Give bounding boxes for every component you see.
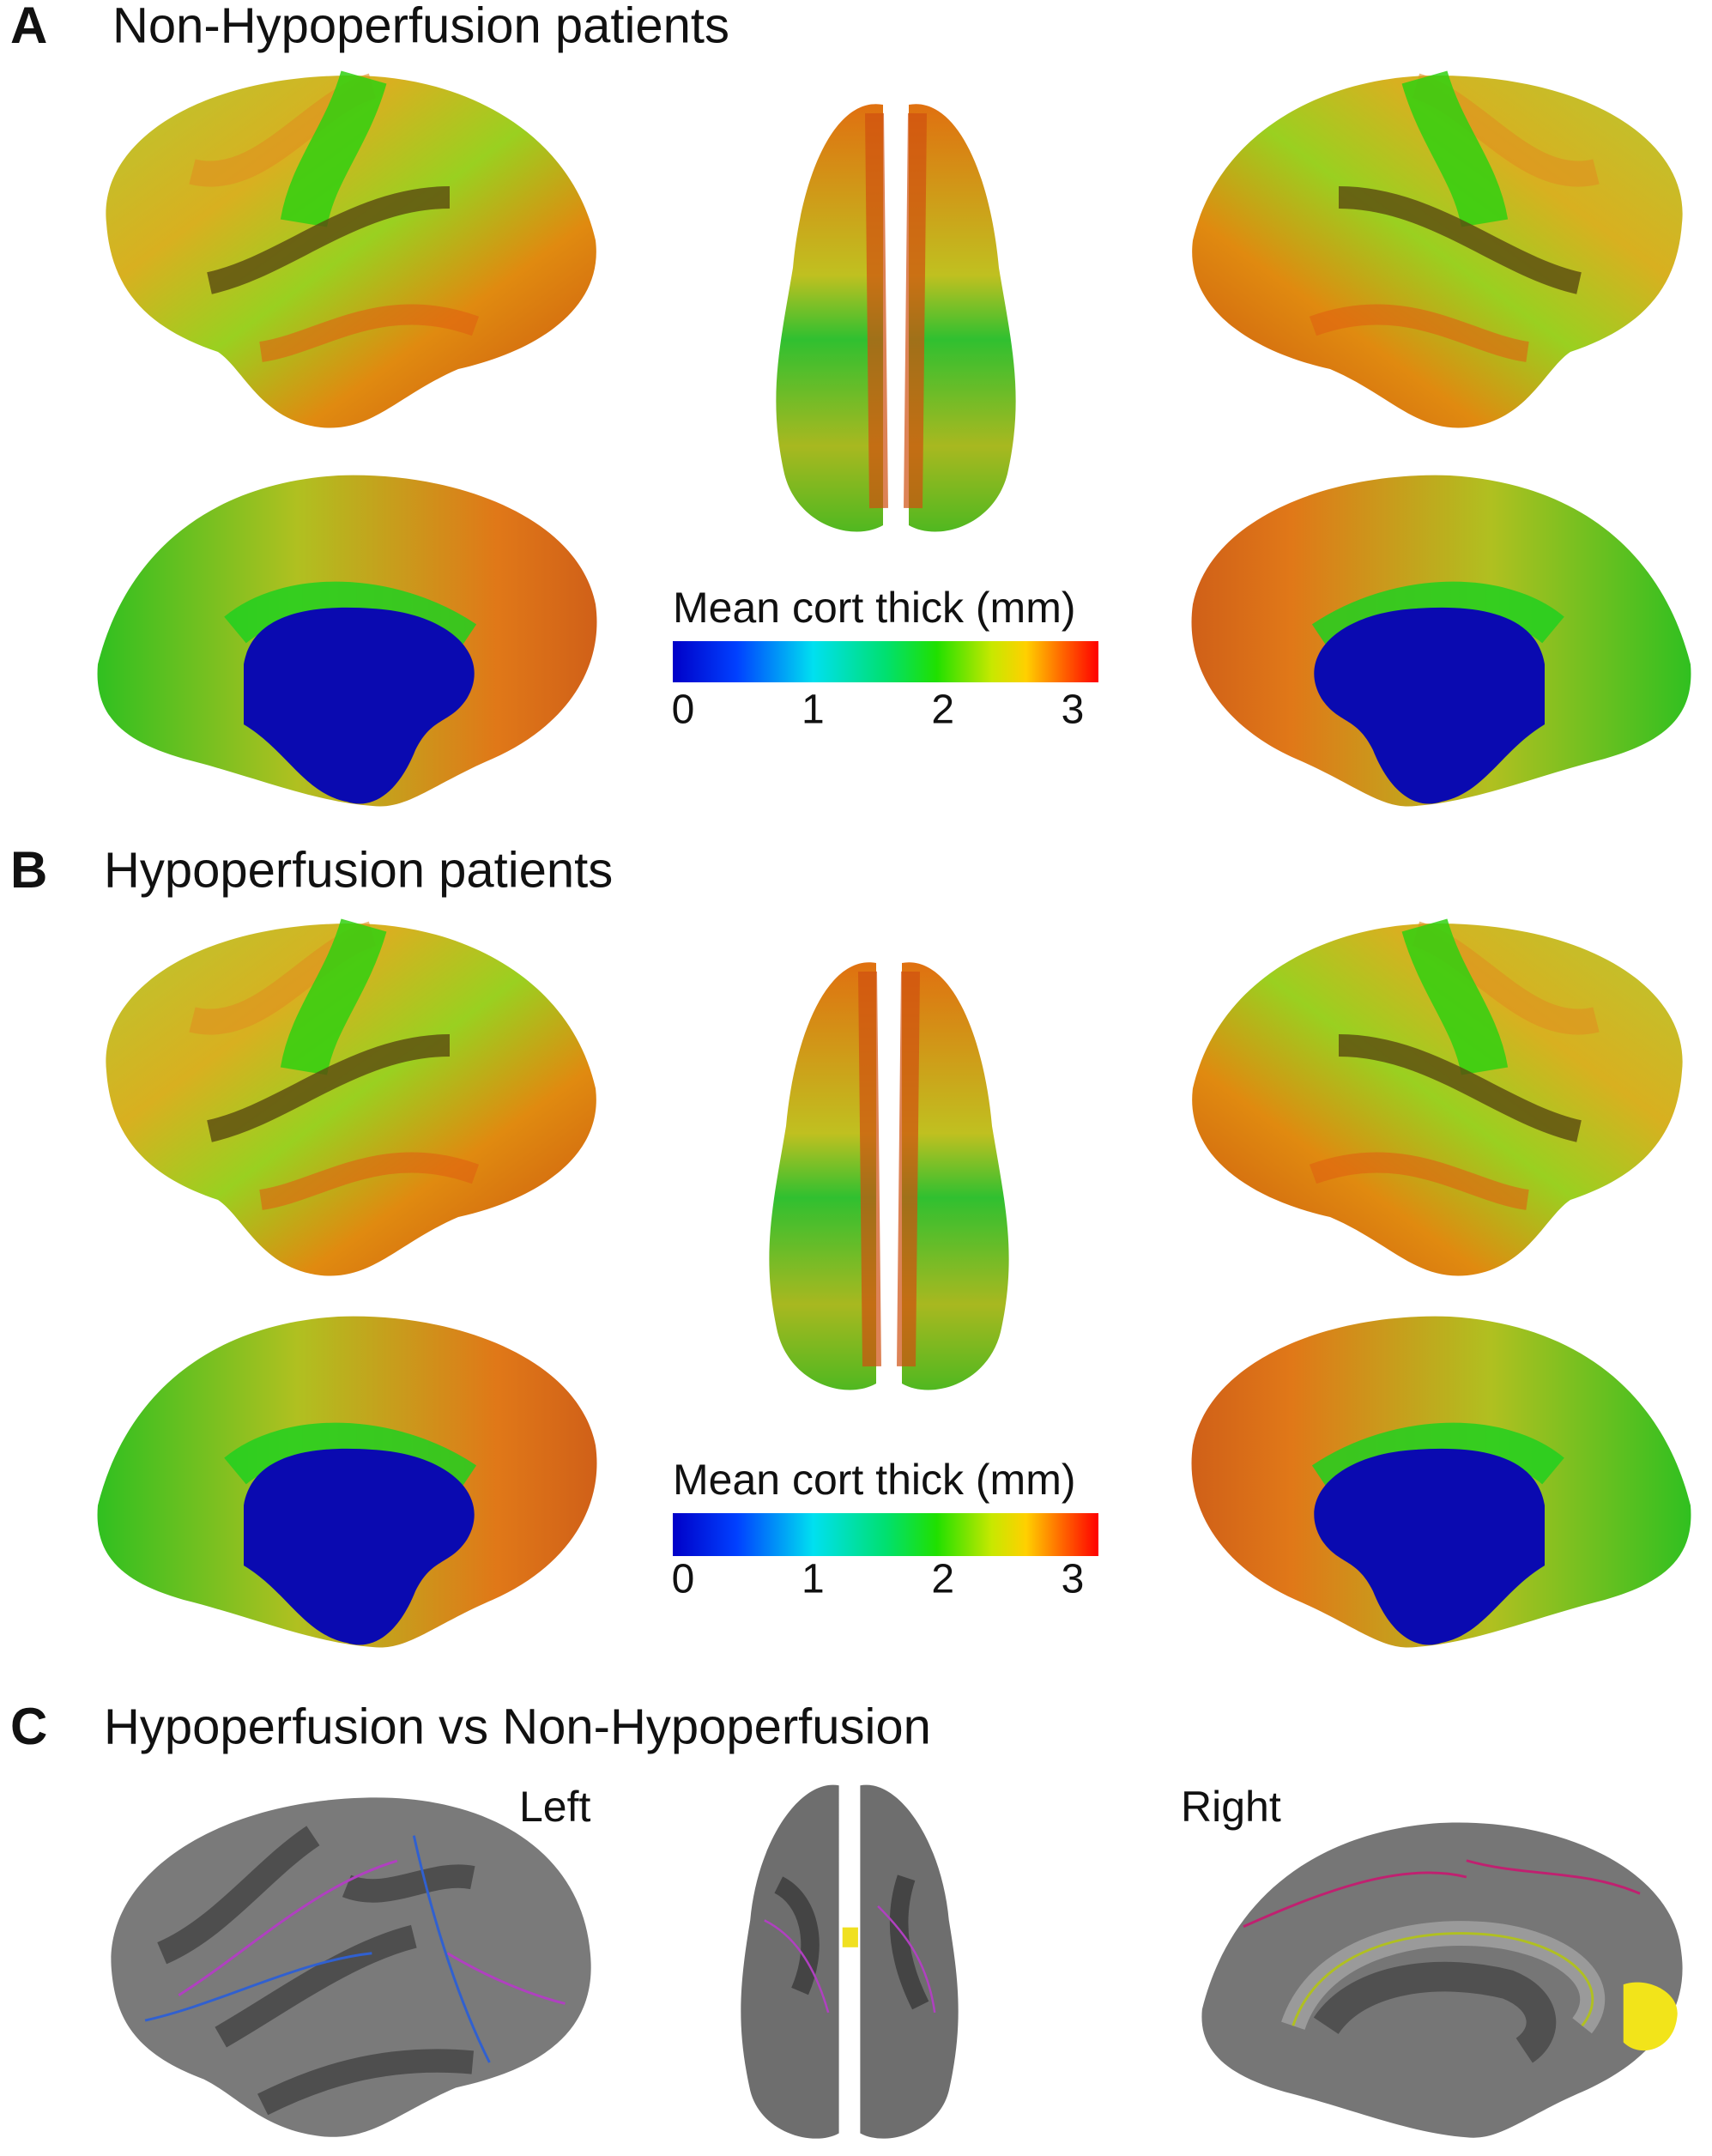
- colorbar-tick-label: 0: [672, 687, 695, 733]
- brain-medial-right: [1192, 475, 1691, 807]
- colorbar-tick-label: 1: [802, 1557, 825, 1602]
- brain-lateral-right: [1192, 76, 1682, 428]
- panel-title: Hypoperfusion vs Non-Hypoperfusion: [104, 1699, 931, 1754]
- brain-medial-left: [98, 1317, 597, 1648]
- colorbar-tick-label: 2: [931, 687, 954, 733]
- brain-inflated-medial-right: [1201, 1822, 1682, 2137]
- panel-title: Hypoperfusion patients: [104, 842, 613, 898]
- brain-dorsal: [776, 104, 1015, 531]
- colorbar-tick-label: 3: [1062, 687, 1085, 733]
- colorbar-title: Mean cort thick (mm): [673, 1456, 1076, 1504]
- brain-dorsal: [769, 962, 1008, 1390]
- panel-label: C: [10, 1698, 47, 1755]
- panel-title: Non-Hypoperfusion patients: [112, 0, 729, 53]
- brain-medial-right: [1192, 1317, 1691, 1648]
- hemisphere-label: Right: [1181, 1783, 1281, 1831]
- colorbar: [673, 1513, 1098, 1556]
- colorbar-tick-label: 2: [931, 1557, 954, 1602]
- brain-lateral-right: [1192, 924, 1682, 1276]
- panel-label: B: [10, 841, 47, 899]
- brain-lateral-left: [106, 76, 596, 428]
- colorbar-title: Mean cort thick (mm): [673, 584, 1076, 632]
- brain-lateral-left: [106, 924, 596, 1276]
- brain-inflated-dorsal: [741, 1785, 958, 2139]
- colorbar-tick-label: 0: [672, 1557, 695, 1602]
- colorbar-tick-label: 1: [802, 687, 825, 733]
- panel-label: A: [10, 0, 47, 54]
- colorbar-tick-label: 3: [1062, 1557, 1085, 1602]
- brain-inflated-lateral-left: [111, 1797, 590, 2136]
- colorbar: [673, 641, 1098, 682]
- hemisphere-label: Left: [519, 1783, 591, 1831]
- brain-medial-left: [98, 475, 597, 807]
